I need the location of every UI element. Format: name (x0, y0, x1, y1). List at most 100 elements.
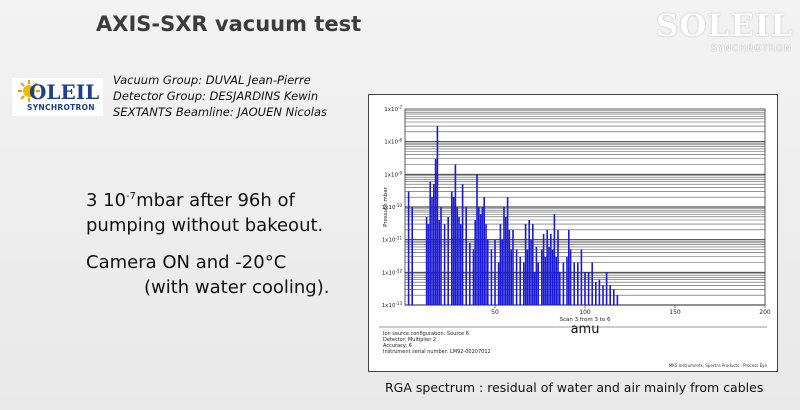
spectrum-peak (447, 216, 449, 305)
spectrum-peak (609, 285, 611, 305)
spectrum-peak (559, 272, 561, 305)
spectrum-peak (535, 246, 538, 305)
spectrum-peak (443, 224, 446, 305)
spectrum-peak (546, 229, 548, 305)
spectrum-peak (523, 262, 525, 305)
spectrum-peak (548, 246, 550, 305)
spectrum-peak (483, 197, 485, 305)
chart-footer: MKS Instruments, Spectra Products - Proc… (669, 363, 768, 368)
camera-line-1: Camera ON and -20°C (86, 252, 287, 273)
pressure-statement: 3 10-7mbar after 96h of pumping without … (86, 184, 323, 238)
spectrum-peak (503, 207, 505, 305)
spectrum-peak (490, 249, 493, 305)
spectrum-peak (481, 207, 484, 305)
spectrum-peak (595, 282, 597, 305)
spectrum-peak (542, 233, 545, 305)
spectrum-peak (515, 249, 518, 305)
spectrum-peak (425, 216, 428, 305)
spectrum-peak (474, 219, 476, 305)
spectrum-peak (533, 272, 536, 305)
spectrum-peak (566, 256, 568, 305)
spectrum-peak (584, 272, 586, 305)
spectrum-peak (532, 224, 534, 305)
info-line: Detector: Multiplier 2 (383, 337, 436, 343)
spectrum-peak (469, 242, 471, 305)
spectrum-peak (434, 158, 437, 305)
logo-word-left: OLEIL (15, 80, 99, 104)
spectrum-peak (577, 262, 579, 305)
pressure-line-2: pumping without bakeout. (86, 215, 324, 236)
spectrum-peak (454, 164, 457, 305)
logo-subtitle: SYNCHROTRON (711, 44, 792, 54)
spectrum-peak (550, 233, 552, 305)
spectrum-peak (544, 256, 547, 305)
y-tick-label: 1x10-12 (382, 268, 403, 276)
spectrum-peak (510, 249, 512, 305)
camera-statement: Camera ON and -20°C (with water cooling)… (86, 250, 329, 300)
chart-caption: RGA spectrum : residual of water and air… (385, 380, 764, 395)
x-tick-label: 200 (759, 309, 771, 316)
spectrum-peak (530, 239, 532, 305)
spectrum-peak (436, 126, 439, 305)
spectrum-peak (613, 289, 615, 305)
spectrum-peak (506, 197, 509, 305)
spectrum-peak (598, 279, 601, 305)
spectrum-peak (569, 249, 572, 305)
spectrum-peak (451, 191, 453, 305)
spectrum-peak (485, 224, 487, 305)
spectrum-peak (431, 197, 433, 305)
sun-icon (18, 80, 40, 102)
spectrum-peak (494, 239, 496, 305)
spectrum-peak (429, 181, 431, 305)
spectrum-peak (602, 285, 604, 305)
spectrum-peak (476, 174, 478, 305)
spectrum-peak (553, 214, 556, 305)
info-line: Instrument serial number: LM92-00207012 (383, 349, 491, 355)
spectrum-peak (505, 216, 507, 305)
spectrum-peak (519, 256, 521, 305)
spectrum-peak (438, 219, 440, 305)
pressure-exponent: -7 (126, 191, 137, 202)
rga-chart-svg: 1x10-7 1x10-8 1x10-9 1x10-10 1x10-11 1x10-12 1… (379, 105, 771, 368)
spectrum-peak (562, 262, 565, 305)
spectrum-peak (526, 249, 529, 305)
spectrum-peak (433, 184, 435, 305)
y-tick-label: 1x10-10 (382, 203, 403, 211)
spectrum-peak (472, 249, 475, 305)
spectrum-peak (587, 272, 590, 305)
spectrum-peak (528, 219, 530, 305)
credit-line: SEXTANTS Beamline: JAOUEN Nicolas (113, 105, 328, 119)
spectrum-peak (497, 262, 500, 305)
spectrum-peak (508, 229, 511, 305)
y-tick-label: 1x10-9 (384, 170, 402, 178)
spectrum-peak (458, 216, 460, 305)
pressure-prefix: 3 10 (86, 190, 127, 211)
spectrum-peak (479, 214, 482, 305)
credit-line: Detector Group: DESJARDINS Kewin (113, 89, 319, 103)
spectrum-peak (456, 207, 458, 305)
spectrum-peak (580, 249, 583, 305)
x-tick-label: 100 (579, 309, 591, 316)
credit-line: Vacuum Group: DUVAL Jean-Pierre (113, 73, 311, 87)
x-tick-label: 150 (669, 309, 681, 316)
logo-subtitle-left: SYNCHROTRON (27, 103, 95, 112)
spectrum-peak (411, 207, 413, 305)
spectrum-peak (541, 249, 543, 305)
soleil-logo-left: OLEIL SYNCHROTRON (12, 78, 103, 116)
group-credits: Vacuum Group: DUVAL Jean-Pierre Detector… (113, 72, 327, 120)
spectrum-peak (501, 239, 503, 305)
y-tick-label: 1x10-13 (382, 301, 403, 309)
spectrum-peak (573, 262, 575, 305)
y-tick-label: 1x10-7 (384, 105, 402, 113)
rga-spectrum-chart: 1x10-7 1x10-8 1x10-9 1x10-10 1x10-11 1x10-12 1… (368, 94, 778, 372)
spectrum-peak (512, 229, 514, 305)
spectrum-peak (478, 207, 480, 305)
y-tick-label: 1x10-11 (382, 236, 403, 244)
spectrum-peak (465, 207, 467, 305)
spectrum-peak (605, 272, 608, 305)
spectrum-peak (499, 224, 502, 305)
spectrum-peak (524, 224, 527, 305)
info-line: Accuracy: 6 (383, 343, 412, 349)
x-axis-label: amu (571, 322, 600, 337)
spectrum-peak (452, 197, 455, 305)
